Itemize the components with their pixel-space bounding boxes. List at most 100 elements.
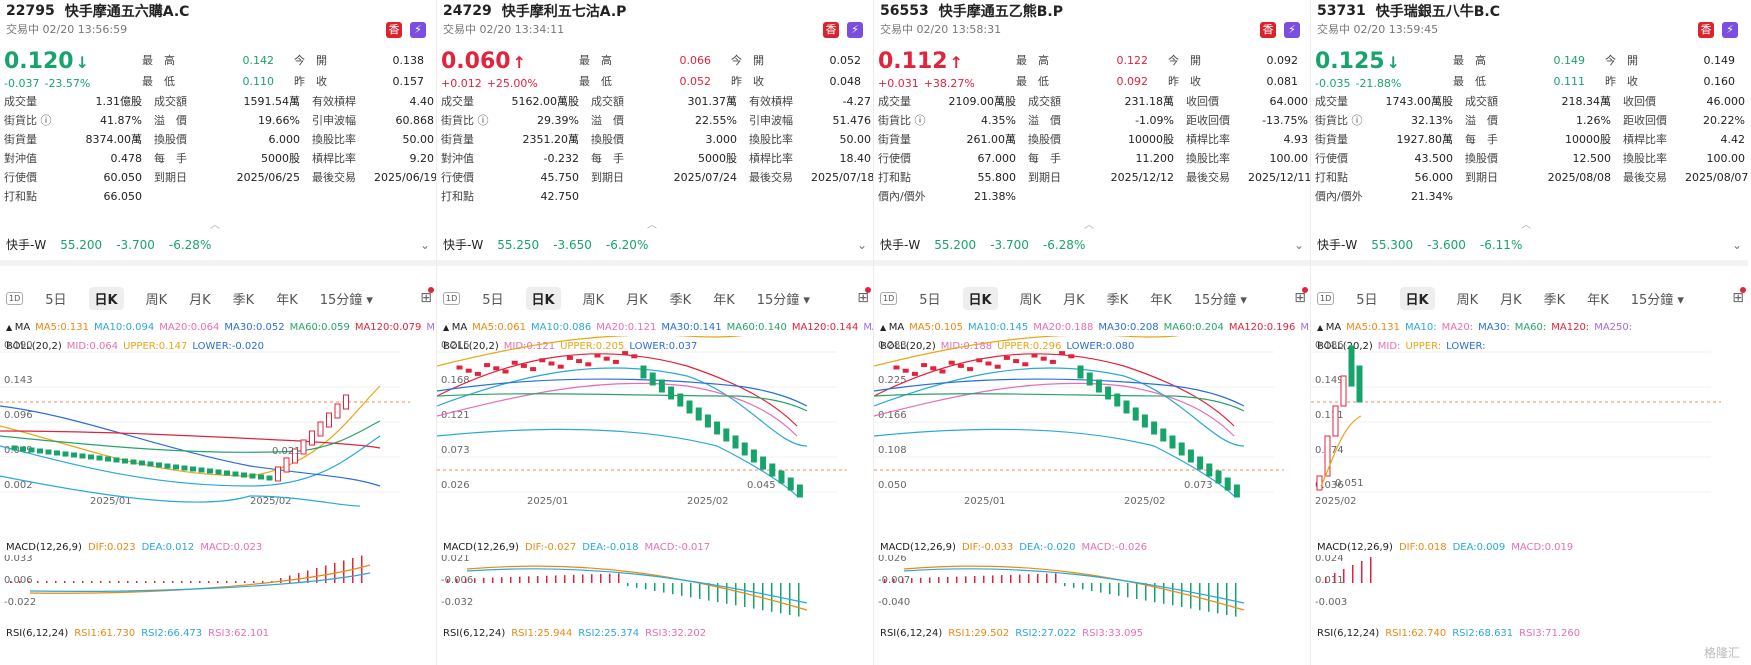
tab-period[interactable]: 周K [582, 292, 605, 308]
chevron-down-icon[interactable]: ⌄ [1731, 238, 1742, 252]
candlestick [1040, 356, 1047, 361]
candlestick [778, 470, 785, 484]
tab-period[interactable]: 日K [1399, 286, 1435, 310]
tab-1d[interactable]: 1D [443, 291, 461, 305]
candlestick [79, 453, 86, 459]
stat-label: 價內/價外 [1315, 190, 1363, 203]
candlestick [45, 449, 52, 455]
tab-period[interactable]: 15分鐘 ▾ [1193, 292, 1247, 308]
macd-tick-label: 0.006 [4, 575, 33, 586]
stat-label [150, 187, 214, 206]
stat-label: 每 手 [154, 152, 187, 165]
collapse-chevron-icon[interactable]: ︿ [1084, 220, 1094, 231]
underlying-quote[interactable]: 快手-W 55.250 -3.650 -6.20% ⌄ [443, 236, 867, 254]
tab-period[interactable]: 周K [1019, 292, 1042, 308]
underlying-quote[interactable]: 快手-W 55.200 -3.700 -6.28% ⌄ [6, 236, 430, 254]
stat-value: 21.34% [1411, 190, 1453, 203]
low-label: 0.073 [1184, 480, 1213, 491]
tab-period[interactable]: 15分鐘 ▾ [319, 292, 373, 308]
macd-bar [1127, 583, 1129, 598]
macd-bar [64, 581, 66, 583]
tab-period[interactable]: 5日 [919, 292, 941, 308]
macd-bar [1343, 569, 1345, 583]
ma-toggle-icon[interactable]: ▲ [443, 323, 452, 332]
tab-period[interactable]: 季K [1106, 292, 1129, 308]
tab-period[interactable]: 5日 [1356, 292, 1378, 308]
tab-period[interactable]: 15分鐘 ▾ [756, 292, 810, 308]
quick-trade-icon[interactable]: ⚡ [1722, 22, 1738, 38]
stock-name[interactable]: 快手摩利五七沽A.P [501, 4, 627, 20]
stat-label: 最後交易 [1186, 171, 1230, 184]
stock-name[interactable]: 快手摩通五六購A.C [64, 4, 190, 20]
tab-period[interactable]: 季K [1543, 292, 1566, 308]
tab-period[interactable]: 15分鐘 ▾ [1630, 292, 1684, 308]
boll-value: MID:0.064 [66, 341, 119, 352]
ma-toggle-icon[interactable]: ▲ [6, 323, 15, 332]
tab-period[interactable]: 月K [189, 292, 211, 308]
underlying-quote[interactable]: 快手-W 55.200 -3.700 -6.28% ⌄ [880, 236, 1304, 254]
quick-trade-icon[interactable]: ⚡ [1284, 22, 1300, 38]
tab-1d[interactable]: 1D [880, 291, 898, 305]
chevron-down-icon[interactable]: ⌄ [1293, 238, 1304, 252]
candlestick [603, 356, 610, 361]
tab-period[interactable]: 年K [1150, 292, 1172, 308]
last-price: 0.125 ↓ [1315, 48, 1445, 76]
stat-value: 261.00萬 [966, 133, 1017, 146]
tab-period[interactable]: 日K [88, 286, 124, 310]
tab-1d[interactable]: 1D [1317, 291, 1335, 305]
boll-value: LOWER:0.080 [1066, 341, 1135, 352]
collapse-chevron-icon[interactable]: ︿ [647, 220, 657, 231]
stat-value: 2025/07/24 [673, 171, 737, 184]
tab-period[interactable]: 月K [626, 292, 648, 308]
quick-trade-icon[interactable]: ⚡ [847, 22, 863, 38]
stat-value: 0.066 [679, 54, 712, 67]
y-tick-label: 0.096 [4, 410, 33, 421]
collapse-chevron-icon[interactable]: ︿ [210, 220, 220, 231]
period-tabs: 1D 5日 日K 周K 月K 季K 年K 15分鐘 ▾ [443, 286, 867, 310]
tab-period[interactable]: 周K [1456, 292, 1479, 308]
tab-period[interactable]: 月K [1500, 292, 1522, 308]
candlestick [1105, 386, 1112, 400]
kline-chart[interactable]: 0.283 0.225 0.166 0.108 0.050 2025/01 2025/02 0… [874, 336, 1311, 526]
stat-row: 街貨量 8374.00萬 換股價 6.000 換股比率 50.00 [4, 130, 434, 149]
tab-period[interactable]: 年K [276, 292, 298, 308]
collapse-chevron-icon[interactable]: ︿ [1521, 220, 1531, 231]
ma-toggle-icon[interactable]: ▲ [880, 323, 889, 332]
underlying-quote[interactable]: 快手-W 55.300 -3.600 -6.11% ⌄ [1317, 236, 1742, 254]
indicator-grid-icon[interactable]: ⊞ [1294, 287, 1308, 306]
tab-period[interactable]: 年K [1587, 292, 1609, 308]
candlestick [181, 465, 188, 471]
tab-period[interactable]: 周K [145, 292, 168, 308]
macd-bar [1100, 583, 1102, 593]
candlestick [198, 467, 205, 473]
tab-period[interactable]: 日K [525, 286, 561, 310]
stat-value: 2025/07/18 [811, 171, 874, 184]
candlestick [911, 371, 918, 376]
macd-bar [636, 583, 638, 588]
macd-bar [974, 576, 976, 583]
ma-value: MA20:0.064 [159, 322, 220, 333]
indicator-grid-icon[interactable]: ⊞ [1732, 287, 1746, 306]
kline-chart[interactable]: 0.215 0.168 0.121 0.073 0.026 2025/01 2025/02 0… [437, 336, 874, 526]
tab-period[interactable]: 年K [713, 292, 735, 308]
tab-period[interactable]: 日K [962, 286, 998, 310]
market-flags: 香 ⚡ [823, 22, 863, 38]
stock-name[interactable]: 快手摩通五乙熊B.P [938, 4, 1063, 20]
tab-period[interactable]: 5日 [45, 292, 67, 308]
stock-name[interactable]: 快手瑞銀五八牛B.C [1375, 4, 1500, 20]
tab-period[interactable]: 季K [232, 292, 255, 308]
quick-trade-icon[interactable]: ⚡ [410, 22, 426, 38]
tab-period[interactable]: 月K [1063, 292, 1085, 308]
tab-period[interactable]: 季K [669, 292, 692, 308]
chevron-down-icon[interactable]: ⌄ [856, 238, 867, 252]
chevron-down-icon[interactable]: ⌄ [419, 238, 430, 252]
tab-1d[interactable]: 1D [6, 291, 24, 305]
indicator-grid-icon[interactable]: ⊞ [857, 287, 871, 306]
macd-bar [1010, 574, 1012, 583]
ma-toggle-icon[interactable]: ▲ [1317, 323, 1326, 332]
tab-period[interactable]: 5日 [482, 292, 504, 308]
candlestick [985, 361, 992, 366]
indicator-grid-icon[interactable]: ⊞ [420, 287, 434, 306]
